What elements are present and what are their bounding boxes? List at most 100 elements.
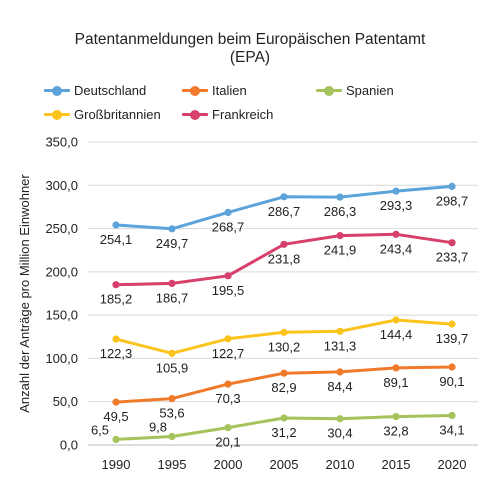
data-point-frankreich <box>112 281 120 289</box>
legend-label-deutschland: Deutschland <box>74 82 147 98</box>
y-tick-label: 50,0 <box>53 394 78 409</box>
data-point-frankreich <box>448 239 456 247</box>
y-tick-label: 200,0 <box>45 264 78 279</box>
data-point-spanien <box>112 435 120 443</box>
legend-item-grossbritannien[interactable]: Großbritannien <box>44 106 161 122</box>
legend-item-spanien[interactable]: Spanien <box>316 82 394 98</box>
data-label-italien: 89,1 <box>383 375 408 390</box>
x-tick-label: 2020 <box>438 457 467 472</box>
data-point-spanien <box>448 411 456 420</box>
data-label-spanien: 20,1 <box>215 435 240 450</box>
data-label-grossbritannien: 122,3 <box>100 346 133 361</box>
data-label-italien: 90,1 <box>439 374 464 389</box>
data-point-grossbritannien <box>448 320 456 328</box>
data-label-deutschland: 268,7 <box>212 219 245 234</box>
data-label-frankreich: 233,7 <box>436 250 469 265</box>
x-tick-label: 1990 <box>102 457 131 472</box>
legend-item-italien[interactable]: Italien <box>182 82 247 98</box>
data-label-frankreich: 195,5 <box>212 283 245 298</box>
data-label-italien: 70,3 <box>215 391 240 406</box>
data-point-frankreich <box>336 232 344 240</box>
data-label-deutschland: 293,3 <box>380 198 413 213</box>
data-label-spanien: 34,1 <box>439 423 464 438</box>
data-label-frankreich: 186,7 <box>156 290 189 305</box>
y-axis-label: Anzahl der Anträge pro Million Einwohner <box>17 174 32 413</box>
data-label-italien: 53,6 <box>159 406 184 421</box>
data-label-spanien: 32,8 <box>383 424 408 439</box>
legend-marker-grossbritannien <box>44 106 70 122</box>
data-point-frankreich <box>392 230 400 238</box>
data-point-italien <box>448 363 456 371</box>
y-tick-label: 150,0 <box>45 308 78 323</box>
data-point-deutschland <box>448 182 456 190</box>
y-tick-label: 100,0 <box>45 351 78 366</box>
data-point-spanien <box>168 432 176 441</box>
data-point-grossbritannien <box>224 335 232 343</box>
data-label-deutschland: 249,7 <box>156 236 189 251</box>
y-tick-label: 300,0 <box>45 178 78 193</box>
legend-item-frankreich[interactable]: Frankreich <box>182 106 273 122</box>
data-label-deutschland: 298,7 <box>436 193 469 208</box>
data-label-frankreich: 231,8 <box>268 251 301 266</box>
data-label-spanien: 9,8 <box>149 420 167 435</box>
x-tick-label: 2000 <box>214 457 243 472</box>
data-label-spanien: 31,2 <box>271 425 296 440</box>
data-label-italien: 84,4 <box>327 379 352 394</box>
data-point-deutschland <box>224 208 232 216</box>
data-label-grossbritannien: 144,4 <box>380 327 413 342</box>
data-label-italien: 49,5 <box>103 409 128 424</box>
legend-marker-deutschland <box>44 82 70 98</box>
data-point-spanien <box>224 424 232 432</box>
data-point-frankreich <box>280 240 288 248</box>
chart-title-line-2: (EPA) <box>229 49 271 66</box>
data-point-grossbritannien <box>336 327 344 335</box>
y-tick-label: 350,0 <box>45 135 78 150</box>
x-tick-label: 2005 <box>270 457 299 472</box>
data-label-grossbritannien: 105,9 <box>156 360 189 375</box>
data-label-italien: 82,9 <box>271 380 296 395</box>
data-point-grossbritannien <box>112 335 120 343</box>
x-tick-label: 2015 <box>382 457 411 472</box>
y-tick-label: 250,0 <box>45 221 78 236</box>
legend-label-spanien: Spanien <box>346 82 394 98</box>
data-point-grossbritannien <box>392 316 400 324</box>
data-point-italien <box>280 369 288 377</box>
legend-label-grossbritannien: Großbritannien <box>74 106 161 122</box>
data-label-deutschland: 286,3 <box>324 204 357 219</box>
data-point-frankreich <box>168 279 176 287</box>
data-point-italien <box>112 398 120 406</box>
data-label-frankreich: 185,2 <box>100 292 133 307</box>
data-point-italien <box>392 364 400 372</box>
data-label-deutschland: 254,1 <box>100 232 133 247</box>
data-point-italien <box>168 395 176 403</box>
y-tick-label: 0,0 <box>60 438 78 453</box>
legend-label-italien: Italien <box>212 82 247 98</box>
data-label-spanien: 6,5 <box>91 422 109 437</box>
data-label-grossbritannien: 139,7 <box>436 331 469 346</box>
data-point-frankreich <box>224 272 232 280</box>
data-point-deutschland <box>336 193 344 201</box>
legend-marker-frankreich <box>182 106 208 122</box>
data-label-frankreich: 243,4 <box>380 241 413 256</box>
data-point-deutschland <box>112 221 120 229</box>
data-point-deutschland <box>168 225 176 233</box>
chart-title-line-1: Patentanmeldungen beim Europäischen Pate… <box>74 31 426 48</box>
data-label-grossbritannien: 122,7 <box>212 346 245 361</box>
data-point-grossbritannien <box>280 328 288 336</box>
x-tick-label: 1995 <box>158 457 187 472</box>
legend-item-deutschland[interactable]: Deutschland <box>44 82 146 98</box>
data-point-deutschland <box>280 193 288 201</box>
data-point-spanien <box>280 414 288 422</box>
data-point-grossbritannien <box>168 349 176 357</box>
data-point-deutschland <box>392 187 400 195</box>
data-point-italien <box>336 368 344 376</box>
data-label-grossbritannien: 130,2 <box>268 339 301 354</box>
legend-marker-spanien <box>316 82 342 98</box>
data-label-frankreich: 241,9 <box>324 243 357 258</box>
x-tick-label: 2010 <box>326 457 355 472</box>
data-point-italien <box>224 380 232 388</box>
legend-label-frankreich: Frankreich <box>212 106 274 122</box>
data-point-spanien <box>392 413 400 421</box>
data-label-grossbritannien: 131,3 <box>324 338 357 353</box>
